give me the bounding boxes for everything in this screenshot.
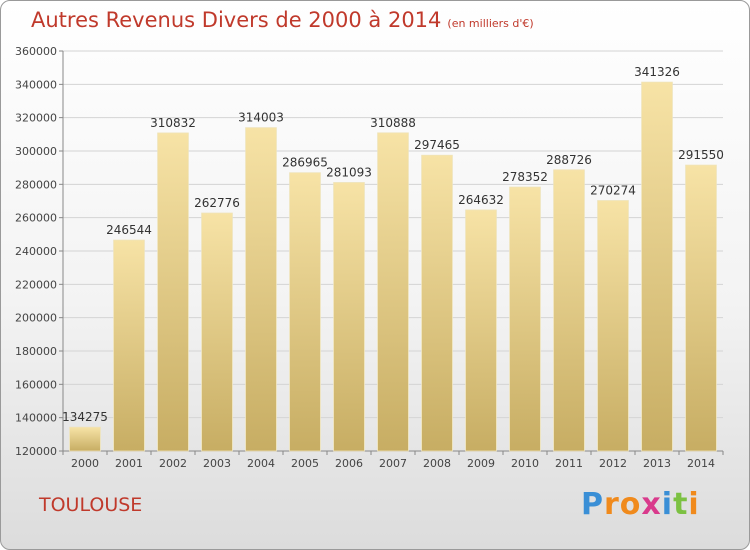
- bar-2007: [377, 132, 409, 452]
- bar-value-label: 314003: [238, 111, 284, 125]
- brand-letter: o: [619, 487, 642, 522]
- bar-value-label: 341326: [634, 65, 680, 79]
- bar-value-label: 262776: [194, 196, 240, 210]
- x-tick-label: 2013: [643, 457, 671, 470]
- brand-letter: r: [604, 487, 620, 522]
- y-tick-label: 360000: [15, 45, 57, 58]
- y-tick-label: 340000: [15, 78, 57, 91]
- y-tick-label: 160000: [15, 378, 57, 391]
- x-tick-label: 2007: [379, 457, 407, 470]
- x-tick-label: 2002: [159, 457, 187, 470]
- bar-2005: [289, 172, 321, 452]
- brand-letter: i: [661, 487, 674, 522]
- x-tick-label: 2003: [203, 457, 231, 470]
- bar-2014: [685, 164, 717, 452]
- bar-2013: [641, 81, 673, 452]
- x-tick-labels: 2000 2001 2002 2003 2004 2005 2006 2007 2008 2009…: [71, 457, 715, 470]
- bar-2008: [421, 154, 453, 452]
- x-tick-label: 2012: [599, 457, 627, 470]
- bar-2012: [597, 200, 629, 452]
- bar-2002: [157, 132, 189, 452]
- bar-2006: [333, 182, 365, 452]
- bar-2010: [509, 186, 541, 452]
- y-tick-label: 260000: [15, 212, 57, 225]
- unit-note: (en milliers d'€): [447, 17, 534, 30]
- brand-logo: Proxiti: [581, 487, 700, 522]
- bar-value-label: 270274: [590, 184, 636, 198]
- bar-2004: [245, 127, 277, 452]
- y-tick-label: 240000: [15, 245, 57, 258]
- x-tick-label: 2008: [423, 457, 451, 470]
- value-labels: 134275 246544 310832 262776 314003 2869652810…: [62, 65, 724, 424]
- y-tick-label: 320000: [15, 112, 57, 125]
- bar-value-label: 246544: [106, 223, 152, 237]
- bar-2003: [201, 212, 233, 452]
- bar-2011: [553, 169, 585, 452]
- y-tick-label: 120000: [15, 445, 57, 458]
- y-tick-label: 140000: [15, 412, 57, 425]
- brand-letter: x: [641, 487, 662, 522]
- y-tick-label: 300000: [15, 145, 57, 158]
- x-tick-label: 2009: [467, 457, 495, 470]
- x-tick-label: 2006: [335, 457, 363, 470]
- bar-value-label: 310888: [370, 116, 416, 130]
- x-tick-label: 2000: [71, 457, 99, 470]
- bar-value-label: 281093: [326, 166, 372, 180]
- x-tick-label: 2004: [247, 457, 275, 470]
- y-tick-label: 180000: [15, 345, 57, 358]
- y-tick-label: 220000: [15, 278, 57, 291]
- bar-value-label: 288726: [546, 153, 592, 167]
- bar-2000: [69, 426, 101, 452]
- bars: [69, 81, 717, 452]
- chart-title: Autres Revenus Divers de 2000 à 2014 (en …: [31, 8, 534, 32]
- bar-value-label: 264632: [458, 193, 504, 207]
- y-tick-label: 200000: [15, 312, 57, 325]
- bar-value-label: 278352: [502, 170, 548, 184]
- bar-value-label: 286965: [282, 156, 328, 170]
- x-tick-label: 2010: [511, 457, 539, 470]
- bar-value-label: 134275: [62, 410, 108, 424]
- y-tick-label: 280000: [15, 178, 57, 191]
- bar-2009: [465, 209, 497, 452]
- x-tick-label: 2014: [687, 457, 715, 470]
- city-name: TOULOUSE: [39, 494, 143, 516]
- x-tick-label: 2005: [291, 457, 319, 470]
- brand-letter: P: [581, 487, 604, 522]
- x-tick-label: 2001: [115, 457, 143, 470]
- x-tick-label: 2011: [555, 457, 583, 470]
- bar-2001: [113, 239, 145, 452]
- bar-value-label: 297465: [414, 138, 460, 152]
- bar-value-label: 310832: [150, 116, 196, 130]
- bar-value-label: 291550: [678, 148, 724, 162]
- title-text: Autres Revenus Divers de 2000 à 2014: [31, 8, 442, 32]
- y-tick-labels: 120000 140000 160000 180000 200000 220000 2400…: [15, 45, 57, 458]
- brand-letter: t: [673, 487, 689, 522]
- brand-letter: i: [688, 487, 700, 522]
